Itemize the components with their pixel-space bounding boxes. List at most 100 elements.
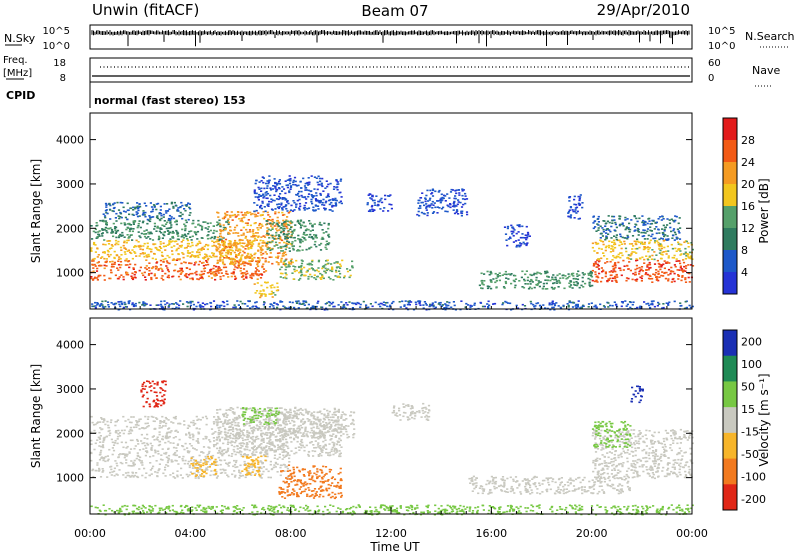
power-cell (660, 264, 664, 267)
power-cell (614, 262, 617, 264)
power-cell (121, 202, 124, 204)
power-cell (666, 245, 669, 248)
power-cell (131, 249, 134, 251)
power-cell (525, 243, 528, 245)
power-cell (299, 223, 302, 225)
power-cell (300, 187, 303, 189)
power-cell (265, 242, 269, 245)
power-cell (232, 214, 235, 217)
power-cell (243, 262, 246, 264)
power-cell (315, 269, 318, 271)
power-cell (249, 241, 252, 244)
power-cell (221, 244, 225, 246)
power-cell (658, 303, 661, 305)
power-cell (518, 224, 521, 226)
power-cell (151, 239, 155, 241)
power-cell (108, 203, 111, 206)
power-cell (569, 214, 573, 216)
velocity-cell (92, 475, 95, 478)
velocity-cell (100, 449, 103, 452)
nsearch-label: N.Search (745, 30, 795, 43)
power-cell (283, 233, 286, 235)
power-cell (673, 220, 676, 223)
power-cell (642, 229, 645, 231)
power-cell (124, 306, 128, 308)
power-cell (217, 223, 220, 226)
power-cell (546, 279, 550, 282)
power-cell (259, 290, 262, 292)
velocity-cell (276, 458, 279, 460)
power-cell (173, 269, 176, 272)
velocity-cell (212, 421, 215, 423)
power-cell (619, 241, 622, 243)
power-cell (417, 207, 420, 210)
power-cell (104, 216, 107, 219)
power-cell (513, 286, 517, 289)
power-cell (209, 302, 213, 304)
velocity-cell (269, 441, 272, 444)
velocity-cell (131, 439, 134, 442)
power-cell (665, 253, 668, 255)
power-cell (655, 269, 658, 271)
power-cell (201, 277, 204, 280)
power-cell (385, 302, 388, 304)
power-cell (101, 304, 104, 306)
velocity-cell (174, 454, 177, 457)
power-cell (96, 247, 99, 249)
power-cell (299, 205, 302, 208)
power-cell (535, 273, 538, 275)
power-cell (271, 218, 274, 221)
power-cell (200, 228, 203, 231)
power-cell (175, 249, 178, 252)
power-cell (323, 309, 326, 311)
power-cell (607, 279, 611, 281)
power-cell (339, 265, 342, 267)
power-cell (482, 283, 485, 286)
power-cell (659, 249, 662, 252)
power-cell (229, 252, 233, 254)
velocity-cell (109, 421, 112, 424)
power-cell (588, 284, 591, 286)
power-cell (134, 305, 137, 307)
power-cell (173, 240, 176, 243)
power-cell (600, 257, 603, 260)
power-cell (206, 258, 209, 261)
power-cell (231, 214, 234, 217)
velocity-cell (133, 463, 136, 466)
velocity-cell (98, 438, 102, 440)
power-cell (201, 302, 204, 304)
power-cell (276, 244, 279, 246)
power-cell (146, 218, 149, 221)
power-cell (390, 203, 393, 206)
power-cell (639, 257, 642, 260)
power-cell (218, 222, 221, 225)
power-cell (237, 254, 240, 256)
power-cell (253, 210, 256, 213)
power-cell (254, 270, 257, 273)
power-cell (264, 270, 268, 272)
power-cell (157, 235, 161, 238)
power-cell (226, 211, 229, 213)
power-cell (104, 243, 107, 246)
power-cell (633, 251, 636, 253)
power-cell (327, 234, 330, 237)
power-cell (644, 232, 647, 234)
power-cell (158, 249, 161, 252)
power-cell (600, 232, 603, 235)
power-cell (227, 223, 230, 226)
power-cell (287, 202, 290, 205)
power-cell (113, 227, 117, 230)
power-cell (298, 209, 301, 211)
power-cell (642, 219, 645, 222)
power-cell (330, 303, 333, 305)
velocity-cell (102, 439, 105, 442)
power-cell (279, 197, 282, 199)
velocity-cell (163, 469, 167, 471)
power-cell (581, 202, 584, 204)
velocity-cell (141, 442, 144, 445)
power-cell (480, 272, 483, 275)
power-cell (202, 257, 206, 260)
power-cell (172, 237, 175, 239)
power-cell (633, 240, 636, 243)
power-cell (289, 179, 292, 182)
